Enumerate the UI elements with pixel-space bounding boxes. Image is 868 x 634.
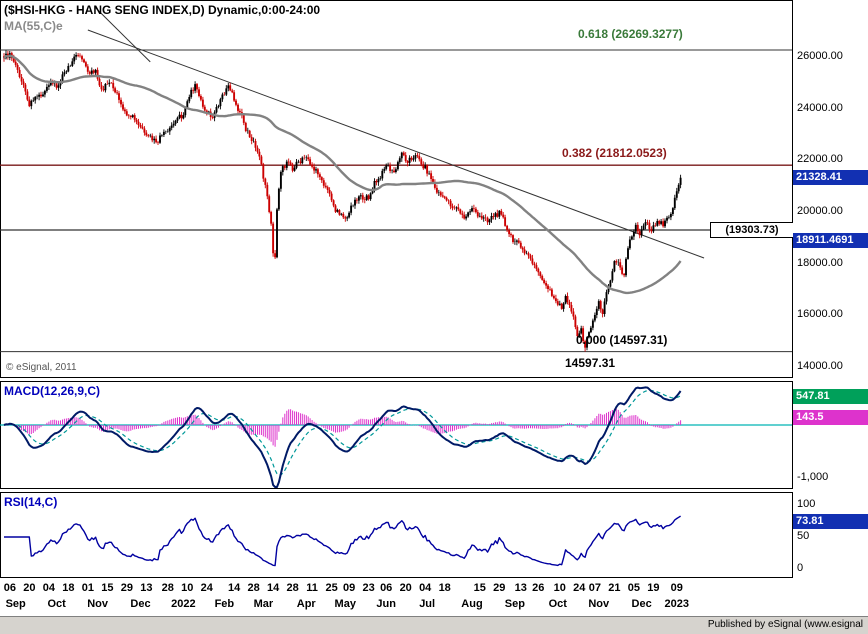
price-axis-tick: 26000.00 <box>797 50 843 62</box>
macd-chart-canvas[interactable] <box>0 381 793 489</box>
price-axis-tick: 22000.00 <box>797 153 843 166</box>
price-axis-tick: 18000.00 <box>797 256 843 269</box>
fib-0618-label: 0.618 (26269.3277) <box>578 27 683 41</box>
date-tick: 04 <box>419 582 432 594</box>
ma-value-badge: 18911.4691 <box>793 233 868 248</box>
date-tick: 01 <box>81 582 94 594</box>
time-axis[interactable]: 06 20 04 18 01 15 29 13 28 10 24 14 28 14 28 11 25 09 23 06… <box>0 578 793 616</box>
date-tick: 24 <box>573 582 586 594</box>
month-label: Dec <box>130 598 151 610</box>
month-label: Feb <box>214 598 235 610</box>
date-tick: 24 <box>200 582 213 594</box>
date-tick: 20 <box>399 582 412 594</box>
date-tick: 18 <box>438 582 451 594</box>
date-tick: 25 <box>325 582 338 594</box>
month-label: Mar <box>253 598 274 610</box>
date-tick: 10 <box>553 582 566 594</box>
date-tick: 14 <box>266 582 280 594</box>
date-tick: 29 <box>120 582 133 594</box>
fib-0000-label: 0.000 (14597.31) <box>576 333 668 347</box>
month-label: Jun <box>376 598 396 610</box>
main-chart-canvas[interactable] <box>0 0 793 378</box>
month-label: 2023 <box>664 598 689 610</box>
date-tick: 05 <box>627 582 640 594</box>
rsi-value-badge: 73.81 <box>793 514 868 529</box>
swing-low-label: 14597.31 <box>565 356 616 370</box>
month-label: Jul <box>419 598 436 610</box>
chart-title: ($HSI-HKG - HANG SENG INDEX,D) Dynamic,0… <box>4 3 321 17</box>
date-tick: 10 <box>181 582 194 594</box>
date-tick: 04 <box>42 582 55 594</box>
date-tick: 18 <box>62 582 75 594</box>
date-tick: 15 <box>101 582 114 594</box>
date-tick: 28 <box>161 582 174 594</box>
status-bar: Published by eSignal (www.esignal <box>0 616 868 634</box>
month-label: Nov <box>87 598 108 610</box>
rsi-chart-canvas[interactable] <box>0 492 793 578</box>
month-label: Oct <box>47 598 66 610</box>
date-tick: 28 <box>247 582 260 594</box>
price-axis-tick: 20000.00 <box>797 204 843 217</box>
rsi-axis-tick: 50 <box>797 530 810 542</box>
fib-0382-label: 0.382 (21812.0523) <box>562 146 667 160</box>
month-label: Sep <box>504 598 525 610</box>
published-by-text: Published by eSignal (www.esignal <box>707 619 863 630</box>
price-axis[interactable]: 26000.00 24000.00 22000.00 20000.00 18000.00… <box>793 0 868 578</box>
rsi-axis-tick: 0 <box>797 562 804 574</box>
macd-hist-badge: 143.5 <box>793 410 868 425</box>
month-label: Nov <box>588 598 610 610</box>
date-tick: 15 <box>473 582 486 594</box>
month-label: 2022 <box>171 598 196 610</box>
last-price-badge: 21328.41 <box>793 170 868 185</box>
date-tick: 11 <box>306 582 318 594</box>
date-tick: 29 <box>493 582 506 594</box>
date-tick: 09 <box>343 582 356 594</box>
macd-value-badge: 547.81 <box>793 389 868 404</box>
macd-label: MACD(12,26,9,C) <box>4 384 101 398</box>
date-tick: 06 <box>3 582 16 594</box>
month-label: Apr <box>296 598 316 610</box>
rsi-label: RSI(14,C) <box>4 495 58 509</box>
rsi-axis-tick: 100 <box>797 498 816 510</box>
date-tick: 19 <box>647 582 660 594</box>
date-tick: 13 <box>140 582 153 594</box>
date-tick: 26 <box>532 582 545 594</box>
price-axis-tick: 16000.00 <box>797 308 843 321</box>
esignal-watermark: © eSignal, 2011 <box>6 362 77 373</box>
price-axis-tick: 14000.00 <box>797 359 843 372</box>
month-label: Dec <box>631 598 652 610</box>
month-label: Oct <box>548 598 567 610</box>
date-tick: 07 <box>588 582 601 594</box>
ma-study-label: MA(55,C)e <box>4 19 63 33</box>
date-tick: 23 <box>362 582 375 594</box>
date-tick: 20 <box>23 582 36 594</box>
date-tick: 14 <box>227 582 241 594</box>
month-label: Aug <box>461 598 483 610</box>
month-label: Sep <box>5 598 26 610</box>
date-tick: 06 <box>380 582 393 594</box>
month-label: May <box>334 598 356 610</box>
date-tick: 21 <box>608 582 621 594</box>
date-tick: 28 <box>286 582 299 594</box>
date-tick: 13 <box>514 582 527 594</box>
date-tick: 09 <box>670 582 683 594</box>
macd-axis-min: -1,000 <box>797 471 829 483</box>
price-level-label: (19303.73) <box>710 222 794 238</box>
price-axis-tick: 24000.00 <box>797 101 843 114</box>
